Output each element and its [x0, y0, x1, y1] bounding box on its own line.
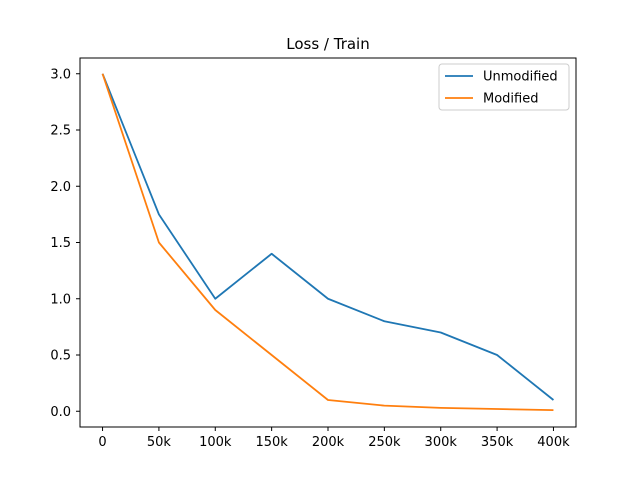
x-tick-label-0: 0: [98, 435, 106, 450]
series-line-unmodified: [101, 73, 555, 401]
x-tick-label-4: 200k: [312, 435, 345, 450]
chart-title: Loss / Train: [286, 35, 369, 53]
y-tick-label-4: 2.0: [50, 180, 71, 195]
y-tick-label-6: 3.0: [50, 67, 71, 82]
x-tick-label-1: 50k: [147, 435, 172, 450]
y-tick-label-2: 1.0: [50, 292, 71, 307]
y-tick-label-0: 0.0: [50, 405, 71, 420]
x-tick-label-8: 400k: [537, 435, 570, 450]
legend: Unmodified Modified: [438, 63, 570, 111]
x-tick-label-7: 350k: [481, 435, 514, 450]
y-tick-label-3: 1.5: [50, 236, 71, 251]
plot-area: [101, 73, 555, 412]
axes: 0 50k 100k 150k 200k 250k 300k 350k 400k 0.0 0.5 1.…: [50, 57, 577, 450]
x-tick-label-5: 250k: [368, 435, 401, 450]
series-line-modified: [101, 73, 554, 412]
x-tick-label-3: 150k: [255, 435, 288, 450]
legend-label-modified: Modified: [483, 92, 538, 107]
y-tick-label-1: 0.5: [50, 349, 71, 364]
x-tick-label-6: 300k: [425, 435, 458, 450]
y-tick-label-5: 2.5: [50, 124, 71, 139]
legend-label-unmodified: Unmodified: [483, 70, 558, 85]
x-tick-label-2: 100k: [199, 435, 232, 450]
